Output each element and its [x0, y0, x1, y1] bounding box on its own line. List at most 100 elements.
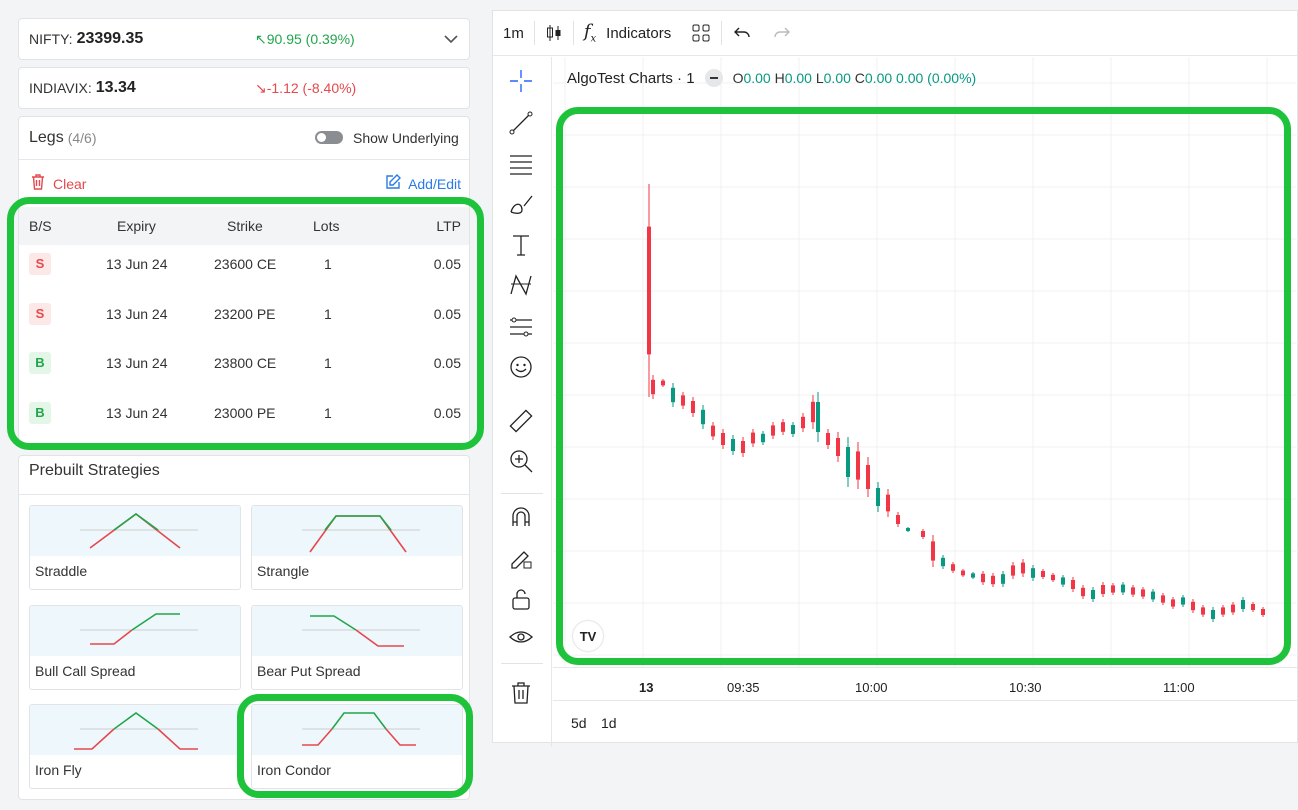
candle-body [1241, 600, 1245, 609]
lots-cell: 1 [324, 306, 332, 322]
crosshair-icon[interactable] [507, 67, 535, 95]
layout-grid-icon[interactable] [681, 11, 721, 55]
redo-icon[interactable] [762, 11, 802, 55]
show-underlying-toggle[interactable] [315, 131, 343, 144]
expiry-cell: 13 Jun 24 [106, 256, 168, 272]
candle-body [1031, 568, 1035, 578]
add-edit-button[interactable]: Add/Edit [384, 173, 461, 194]
text-icon[interactable] [507, 231, 535, 259]
candle-body [981, 573, 985, 583]
candle-body [1171, 599, 1175, 607]
candle-body [781, 422, 785, 432]
magnet-icon[interactable] [507, 503, 535, 531]
expiry-cell: 13 Jun 24 [106, 306, 168, 322]
candlestick-chart[interactable]: AlgoTest Charts · 1 O0.00 H0.00 L0.00 C0… [553, 57, 1298, 667]
eye-icon[interactable] [507, 623, 535, 651]
time-label: 10:30 [1009, 680, 1042, 695]
range-5d-button[interactable]: 5d [571, 715, 587, 731]
bear-put-payoff-icon [252, 606, 462, 656]
nifty-quote[interactable]: NIFTY: 23399.35 ↖90.95 (0.39%) [18, 18, 470, 60]
strategy-straddle[interactable]: Straddle [29, 505, 241, 590]
candle-body [651, 379, 655, 395]
ruler-icon[interactable] [507, 407, 535, 435]
candle-body [761, 433, 765, 443]
indicators-button[interactable]: fx Indicators [574, 11, 681, 55]
strategy-iron-fly[interactable]: Iron Fly [29, 704, 241, 789]
show-underlying-label: Show Underlying [353, 130, 459, 146]
strategy-strangle[interactable]: Strangle [251, 505, 463, 590]
header-ltp: LTP [436, 218, 461, 234]
trend-line-icon[interactable] [507, 109, 535, 137]
candle-body [816, 402, 820, 432]
candle-body [671, 387, 675, 403]
candle-body [791, 425, 795, 434]
time-axis: 13 09:35 10:00 10:30 11:00 [553, 667, 1298, 700]
candle-body [1161, 595, 1165, 603]
prebuilt-strategies-card: Prebuilt Strategies Straddle Strangle Bu… [18, 455, 470, 800]
unlock-icon[interactable] [507, 585, 535, 613]
zoom-in-icon[interactable] [507, 447, 535, 475]
candle-body [1231, 604, 1235, 613]
candle-body [691, 401, 695, 413]
candle-body [1121, 584, 1125, 593]
strategy-bull-call-spread[interactable]: Bull Call Spread [29, 605, 241, 690]
pattern-icon[interactable] [507, 271, 535, 299]
candle-body [876, 488, 880, 506]
candle-body [1101, 585, 1105, 594]
candle-body [1051, 574, 1055, 581]
table-row[interactable]: S 13 Jun 24 23600 CE 1 0.05 [19, 240, 469, 289]
trash-icon[interactable] [507, 679, 535, 707]
sell-badge: S [29, 303, 51, 325]
indiavix-quote: INDIAVIX: 13.34 ↘-1.12 (-8.40%) [18, 67, 470, 109]
legs-table-header: B/S Expiry Strike Lots LTP [19, 207, 469, 245]
strategy-bear-put-spread[interactable]: Bear Put Spread [251, 605, 463, 690]
edit-icon [384, 173, 402, 194]
chevron-down-icon[interactable] [443, 31, 459, 50]
candle-body [647, 226, 651, 355]
candle-body [1111, 585, 1115, 593]
strike-cell: 23600 CE [214, 256, 277, 272]
add-edit-label: Add/Edit [408, 175, 461, 192]
strategy-iron-condor[interactable]: Iron Condor [251, 704, 463, 789]
candle-body [826, 433, 830, 445]
brush-icon[interactable] [507, 191, 535, 219]
clear-button[interactable]: Clear [29, 173, 86, 194]
candle-body [1081, 587, 1085, 597]
indicators-label: Indicators [606, 24, 672, 42]
candle-body [1141, 589, 1145, 597]
lock-drawing-icon[interactable] [507, 543, 535, 571]
emoji-icon[interactable] [507, 353, 535, 381]
legs-actions: Clear Add/Edit [19, 159, 469, 199]
candle-body [801, 416, 805, 429]
undo-icon[interactable] [722, 11, 762, 55]
candle-body [711, 425, 715, 437]
candle-body [1211, 610, 1215, 619]
chart-legend: AlgoTest Charts · 1 O0.00 H0.00 L0.00 C0… [567, 69, 976, 87]
candle-body [1181, 597, 1185, 605]
table-row[interactable]: B 13 Jun 24 23800 CE 1 0.05 [19, 339, 469, 388]
candle-body [1001, 574, 1005, 584]
candles-layer [647, 184, 1265, 622]
range-1d-button[interactable]: 1d [601, 715, 617, 731]
minus-icon[interactable] [704, 69, 723, 87]
lots-cell: 1 [324, 405, 332, 421]
horizontal-lines-icon[interactable] [507, 149, 535, 177]
header-lots: Lots [313, 218, 340, 234]
chart-toolbar: 1m fx Indicators [493, 11, 1297, 56]
nifty-change: ↖90.95 (0.39%) [255, 30, 355, 47]
table-row[interactable]: S 13 Jun 24 23200 PE 1 0.05 [19, 290, 469, 339]
lots-cell: 1 [324, 355, 332, 371]
expiry-cell: 13 Jun 24 [106, 405, 168, 421]
ltp-cell: 0.05 [433, 256, 461, 272]
fib-icon[interactable] [507, 313, 535, 341]
candle-body [1201, 607, 1205, 615]
expiry-cell: 13 Jun 24 [106, 355, 168, 371]
candles-icon[interactable] [535, 11, 573, 55]
ltp-cell: 0.05 [433, 355, 461, 371]
strike-cell: 23000 PE [214, 405, 276, 421]
interval-button[interactable]: 1m [503, 24, 524, 42]
strategy-name: Bear Put Spread [257, 663, 361, 679]
candle-body [1151, 591, 1155, 600]
table-row[interactable]: B 13 Jun 24 23000 PE 1 0.05 [19, 389, 469, 438]
chart-title: AlgoTest Charts · 1 [567, 69, 695, 87]
